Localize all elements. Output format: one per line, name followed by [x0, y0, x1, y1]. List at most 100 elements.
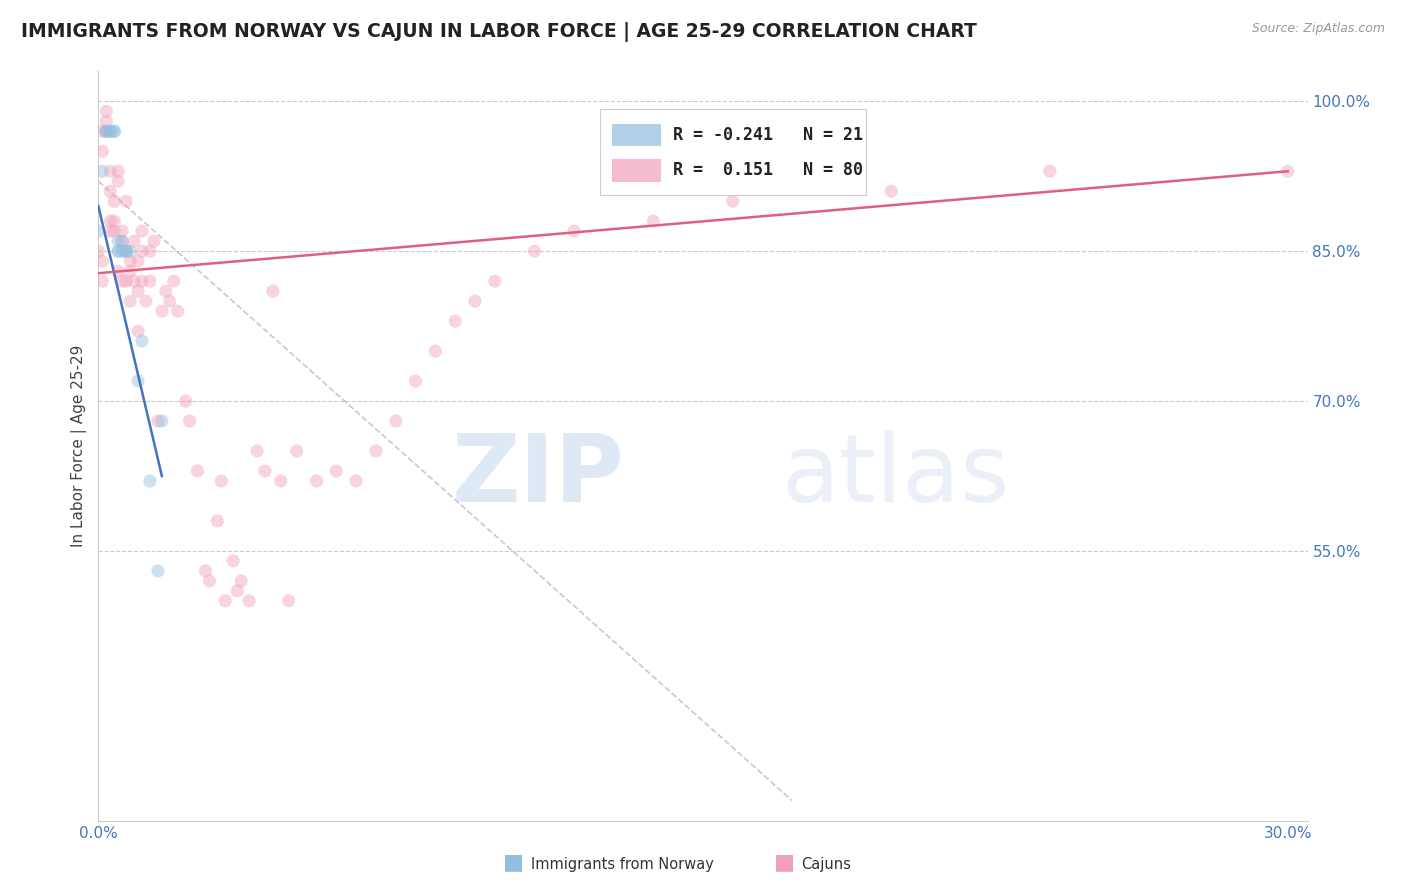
Point	[115, 194, 138, 209]
Point	[384, 414, 406, 428]
Point	[194, 564, 217, 578]
Point	[139, 274, 162, 288]
Point	[91, 164, 114, 178]
Point	[98, 224, 121, 238]
Point	[146, 564, 169, 578]
Point	[270, 474, 292, 488]
Point	[155, 284, 177, 298]
Point	[444, 314, 467, 328]
Point	[107, 164, 129, 178]
Point	[103, 224, 125, 238]
Point	[127, 284, 149, 298]
Point	[107, 244, 129, 259]
Point	[91, 145, 114, 159]
Y-axis label: In Labor Force | Age 25-29: In Labor Force | Age 25-29	[72, 345, 87, 547]
Point	[127, 374, 149, 388]
Point	[131, 224, 153, 238]
Point	[222, 554, 245, 568]
Point	[305, 474, 328, 488]
Point	[103, 194, 125, 209]
Point	[96, 124, 118, 138]
Point	[1277, 164, 1299, 178]
Point	[107, 234, 129, 248]
Point	[166, 304, 188, 318]
Point	[135, 294, 157, 309]
Point	[98, 184, 121, 198]
Point	[721, 194, 744, 209]
Point	[405, 374, 427, 388]
Point	[1039, 164, 1062, 178]
Text: Immigrants from Norway: Immigrants from Norway	[531, 857, 714, 872]
Point	[96, 124, 118, 138]
Point	[344, 474, 367, 488]
Point	[87, 224, 110, 238]
Text: ■: ■	[775, 853, 794, 872]
Point	[115, 244, 138, 259]
Point	[96, 124, 118, 138]
FancyBboxPatch shape	[613, 159, 661, 181]
Point	[246, 444, 269, 458]
Text: atlas: atlas	[782, 430, 1010, 522]
Point	[562, 224, 585, 238]
Point	[146, 414, 169, 428]
Point	[226, 583, 249, 598]
Point	[159, 294, 181, 309]
Point	[186, 464, 208, 478]
FancyBboxPatch shape	[600, 109, 866, 195]
Point	[139, 244, 162, 259]
Point	[107, 264, 129, 278]
Point	[179, 414, 201, 428]
Point	[96, 114, 118, 128]
FancyBboxPatch shape	[613, 124, 661, 146]
Point	[238, 594, 260, 608]
Point	[174, 394, 197, 409]
Point	[111, 234, 134, 248]
Point	[364, 444, 387, 458]
Point	[127, 254, 149, 268]
Point	[325, 464, 347, 478]
Point	[131, 334, 153, 348]
Point	[103, 124, 125, 138]
Point	[142, 234, 165, 248]
Point	[103, 124, 125, 138]
Text: R =  0.151   N = 80: R = 0.151 N = 80	[672, 161, 863, 179]
Point	[277, 594, 299, 608]
Point	[209, 474, 232, 488]
Point	[120, 254, 142, 268]
Text: R = -0.241   N = 21: R = -0.241 N = 21	[672, 126, 863, 144]
Point	[464, 294, 486, 309]
Point	[253, 464, 276, 478]
Text: ■: ■	[503, 853, 523, 872]
Point	[122, 274, 145, 288]
Point	[96, 104, 118, 119]
Point	[127, 324, 149, 338]
Point	[98, 124, 121, 138]
Point	[111, 244, 134, 259]
Point	[880, 184, 903, 198]
Point	[107, 174, 129, 188]
Point	[91, 254, 114, 268]
Text: Source: ZipAtlas.com: Source: ZipAtlas.com	[1251, 22, 1385, 36]
Point	[115, 244, 138, 259]
Point	[111, 224, 134, 238]
Point	[285, 444, 308, 458]
Point	[98, 214, 121, 228]
Point	[122, 234, 145, 248]
Text: ZIP: ZIP	[451, 430, 624, 522]
Point	[98, 124, 121, 138]
Point	[87, 244, 110, 259]
Point	[262, 284, 284, 298]
Text: IMMIGRANTS FROM NORWAY VS CAJUN IN LABOR FORCE | AGE 25-29 CORRELATION CHART: IMMIGRANTS FROM NORWAY VS CAJUN IN LABOR…	[21, 22, 977, 42]
Point	[91, 274, 114, 288]
Point	[484, 274, 506, 288]
Point	[120, 264, 142, 278]
Point	[231, 574, 253, 588]
Point	[120, 294, 142, 309]
Point	[523, 244, 546, 259]
Point	[98, 164, 121, 178]
Point	[111, 234, 134, 248]
Point	[103, 214, 125, 228]
Point	[643, 214, 665, 228]
Point	[111, 274, 134, 288]
Point	[198, 574, 221, 588]
